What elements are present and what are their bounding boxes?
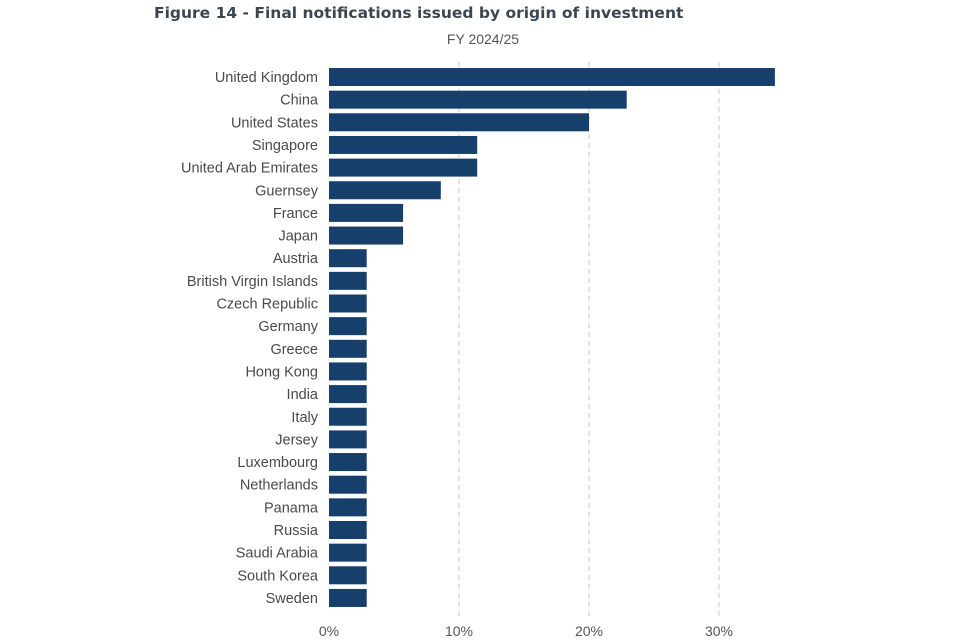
category-label-italy: Italy <box>291 410 318 426</box>
category-label-india: India <box>287 387 319 403</box>
category-label-austria: Austria <box>273 251 319 267</box>
bar-sweden <box>329 588 367 607</box>
category-label-guernsey: Guernsey <box>255 183 319 199</box>
chart-subtitle: FY 2024/25 <box>0 31 960 47</box>
bar-italy <box>329 407 367 426</box>
x-tick-label-0pct: 0% <box>319 623 339 639</box>
category-label-jersey: Jersey <box>275 432 318 448</box>
category-label-greece: Greece <box>270 342 318 358</box>
bar-jersey <box>329 430 367 449</box>
category-label-japan: Japan <box>278 229 318 245</box>
x-tick-label-30pct: 30% <box>705 623 733 639</box>
category-label-united-states: United States <box>231 115 318 131</box>
bar-greece <box>329 339 367 358</box>
bar-united-kingdom <box>329 68 775 86</box>
category-label-british-virgin-islands: British Virgin Islands <box>187 274 318 290</box>
category-label-czech-republic: Czech Republic <box>216 297 318 313</box>
bar-czech-republic <box>329 294 367 313</box>
category-label-saudi-arabia: Saudi Arabia <box>236 546 319 562</box>
category-label-netherlands: Netherlands <box>240 478 318 494</box>
category-label-south-korea: South Korea <box>237 568 319 584</box>
category-label-france: France <box>273 206 318 222</box>
category-label-china: China <box>280 93 319 109</box>
category-label-sweden: Sweden <box>266 591 318 607</box>
bar-netherlands <box>329 475 367 494</box>
category-label-singapore: Singapore <box>252 138 318 154</box>
bar-austria <box>329 249 367 268</box>
bar-singapore <box>329 135 478 154</box>
bar-india <box>329 385 367 404</box>
x-tick-label-10pct: 10% <box>445 623 473 639</box>
bar-guernsey <box>329 181 441 200</box>
category-label-germany: Germany <box>258 319 318 335</box>
bar-china <box>329 90 627 109</box>
category-label-luxembourg: Luxembourg <box>237 455 318 471</box>
bar-saudi-arabia <box>329 543 367 562</box>
bar-japan <box>329 226 404 245</box>
bar-hong-kong <box>329 362 367 381</box>
chart-title: Figure 14 - Final notifications issued b… <box>154 4 684 22</box>
bar-germany <box>329 317 367 336</box>
bar-south-korea <box>329 566 367 585</box>
chart-subtitle-text: FY 2024/25 <box>446 31 520 47</box>
x-tick-label-20pct: 20% <box>575 623 603 639</box>
category-label-hong-kong: Hong Kong <box>245 364 318 380</box>
category-label-united-kingdom: United Kingdom <box>215 70 318 86</box>
bar-british-virgin-islands <box>329 271 367 290</box>
bar-russia <box>329 521 367 539</box>
category-label-panama: Panama <box>264 500 319 516</box>
bar-france <box>329 203 404 222</box>
bar-panama <box>329 498 367 517</box>
bar-united-states <box>329 113 589 132</box>
category-label-united-arab-emirates: United Arab Emirates <box>181 161 318 177</box>
bar-luxembourg <box>329 453 367 472</box>
category-label-russia: Russia <box>274 523 319 539</box>
bar-united-arab-emirates <box>329 158 478 177</box>
